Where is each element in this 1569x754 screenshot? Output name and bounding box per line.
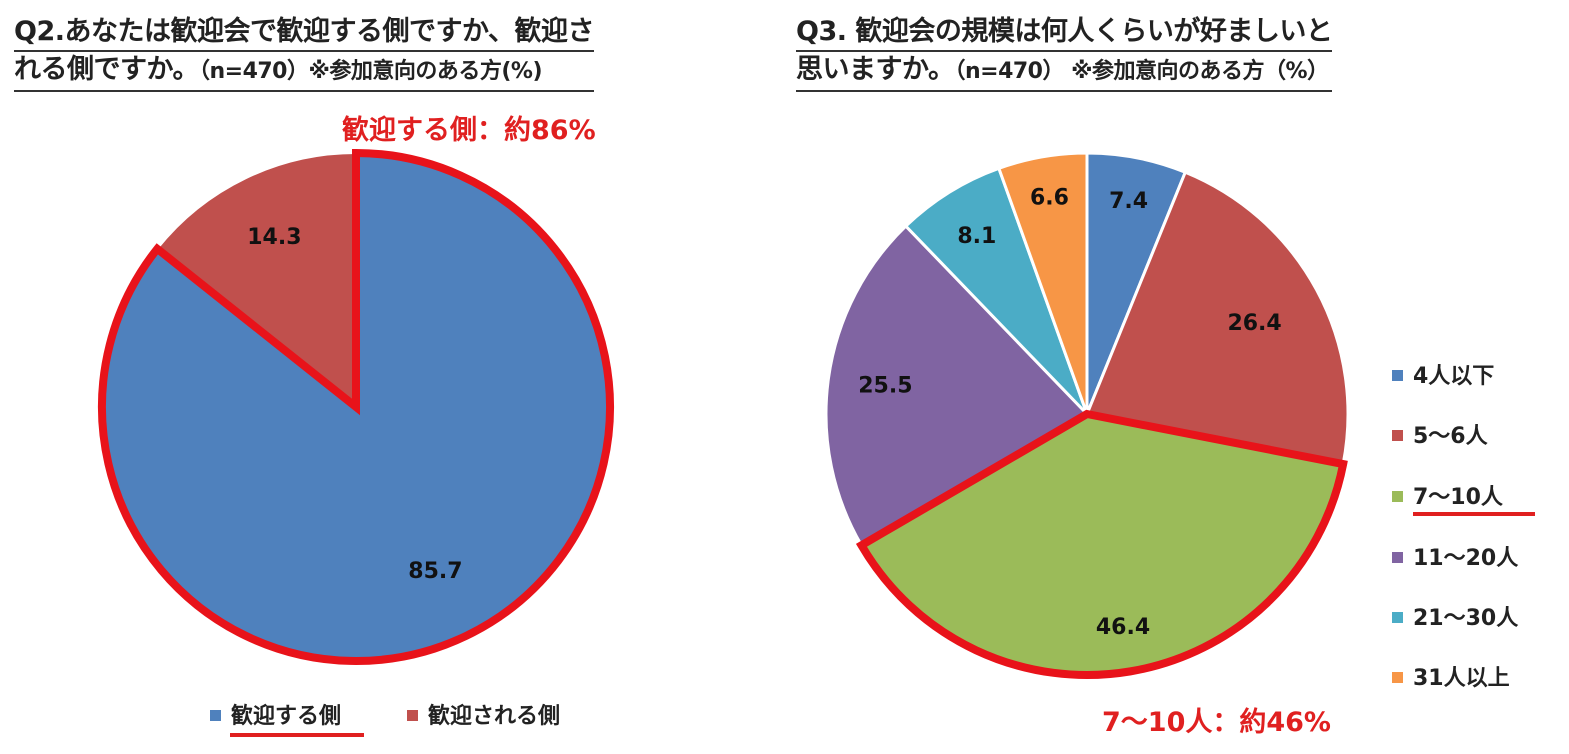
q2-title: Q2.あなたは歓迎会で歓迎する側ですか、歓迎さ れる側ですか。（n=470）※参… [14,14,594,92]
q2-highlight-callout: 歓迎する側：約86% [342,115,596,146]
q3-legend-item-0: 4人以下 [1392,362,1494,392]
q3-legend-swatch-2 [1392,490,1403,502]
q3-legend-item-2: 7〜10人 [1392,483,1503,513]
q2-title-line2-main: れる側ですか。 [14,54,199,85]
q2-legend-highlight-underline [230,733,364,737]
q3-data-label-0: 7.4 [1109,189,1148,214]
q3-legend-label-4: 21〜30人 [1413,606,1519,631]
q3-legend-item-1: 5〜6人 [1392,422,1488,452]
q2-legend-swatch-welcoming [210,709,221,721]
q2-legend-label-welcomed: 歓迎される側 [428,704,561,729]
q2-legend-label-welcoming: 歓迎する側 [231,704,342,729]
q3-data-label-5: 6.6 [1030,186,1069,211]
q3-title-line2-main: 思いますか。 [796,54,955,85]
q3-slice-3 [824,224,1089,547]
q3-legend-swatch-0 [1392,369,1403,381]
q2-data-label-0: 85.7 [408,559,462,584]
q2-slice-1 [156,152,357,408]
q3-legend-label-2: 7〜10人 [1413,485,1503,510]
q3-slice-5 [997,151,1089,416]
q3-legend-label-1: 5〜6人 [1413,424,1488,449]
q3-highlight-callout: 7〜10人：約46% [1102,707,1331,738]
q3-slice-1 [1085,170,1350,466]
q3-title-line2: 思いますか。（n=470） ※参加意向のある方（%） [796,52,1333,92]
q2-title-line2: れる側ですか。（n=470）※参加意向のある方(%) [14,52,594,92]
q3-legend-swatch-3 [1392,551,1403,563]
q2-data-label-1: 14.3 [247,225,301,250]
q3-highlight-outline [855,409,1348,679]
q2-title-line1: Q2.あなたは歓迎会で歓迎する側ですか、歓迎さ [14,14,594,52]
q3-pie-chart: 7.4 26.4 46.4 25.5 8.1 6.6 [824,151,1350,679]
q3-legend-swatch-4 [1392,611,1403,623]
q3-data-label-3: 25.5 [858,373,912,398]
q2-legend-swatch-welcomed [407,709,418,721]
q3-legend-label-3: 11〜20人 [1413,546,1519,571]
q3-legend-label-0: 4人以下 [1413,364,1495,389]
q2-chart-panel: Q2.あなたは歓迎会で歓迎する側ですか、歓迎さ れる側ですか。（n=470）※参… [0,0,760,754]
q2-pie-chart: 85.7 14.3 [98,148,614,665]
q3-title-line2-sub: （n=470） ※参加意向のある方（%） [954,59,1329,84]
q3-legend-label-5: 31人以上 [1413,666,1510,691]
q3-data-label-2: 46.4 [1096,615,1150,640]
q2-title-line2-sub: （n=470）※参加意向のある方(%) [198,59,543,84]
q3-legend-item-4: 21〜30人 [1392,604,1518,634]
q3-data-label-4: 8.1 [957,224,996,249]
q3-title: Q3. 歓迎会の規模は何人くらいが好ましいと 思いますか。（n=470） ※参加… [796,14,1333,92]
q3-legend-highlight-underline [1413,512,1535,516]
q3-legend-swatch-5 [1392,671,1403,683]
q2-legend-item-welcoming: 歓迎する側 [210,702,341,732]
q3-title-line1: Q3. 歓迎会の規模は何人くらいが好ましいと [796,14,1333,52]
q3-legend-item-3: 11〜20人 [1392,544,1518,574]
q3-slice-4 [904,166,1089,416]
q2-legend-item-welcomed: 歓迎される側 [407,702,560,732]
q3-legend-item-5: 31人以上 [1392,664,1510,694]
q3-data-label-1: 26.4 [1227,311,1281,336]
q3-legend-swatch-1 [1392,429,1403,441]
q2-highlight-outline [98,148,614,665]
q3-chart-panel: Q3. 歓迎会の規模は何人くらいが好ましいと 思いますか。（n=470） ※参加… [780,0,1569,754]
